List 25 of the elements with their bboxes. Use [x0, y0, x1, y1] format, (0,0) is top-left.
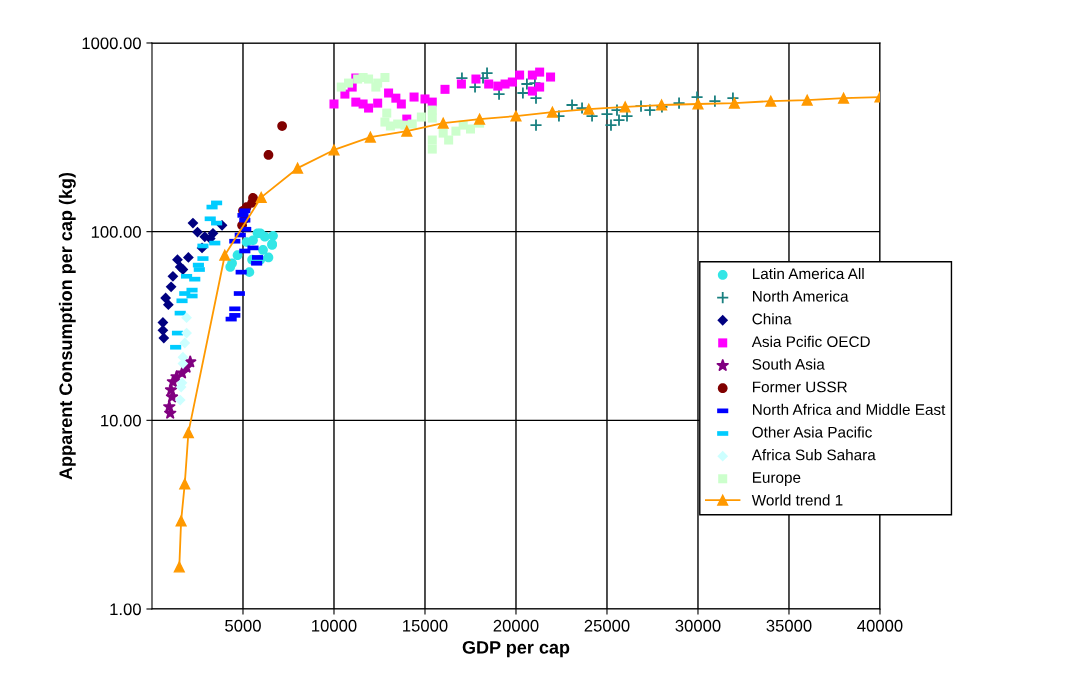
y-tick-label: 100.00 — [91, 226, 141, 238]
x-tick-label: 40000 — [857, 619, 903, 632]
legend-label: North Africa and Middle East — [752, 403, 946, 415]
legend-label: Europe — [752, 472, 801, 486]
x-tick-label: 30000 — [675, 619, 721, 632]
x-tick-label: 15000 — [403, 619, 448, 632]
legend-label: World trend 1 — [751, 494, 843, 506]
x-tick-label: 25000 — [584, 619, 630, 632]
x-tick-label: 10000 — [312, 619, 357, 632]
x-tick-label: 35000 — [766, 619, 812, 632]
legend-label: Other Asia Pacific — [752, 426, 872, 438]
legend-label: Former USSR — [752, 381, 847, 393]
legend-label: Asia Pcific OECD — [751, 335, 870, 348]
x-tick-label: 5000 — [225, 619, 261, 632]
legend-label: South Asia — [752, 358, 825, 370]
legend-label: Africa Sub Sahara — [751, 449, 876, 461]
legend-label: China — [752, 313, 792, 325]
y-axis-title: Apparent Consumption per cap (kg) — [58, 172, 76, 480]
legend-label: North America — [752, 290, 849, 302]
x-tick-label: 20000 — [493, 619, 539, 632]
x-axis-title: GDP per cap — [462, 640, 570, 658]
y-tick-label: 1000.00 — [82, 37, 141, 50]
legend-label: Latin America All — [752, 267, 864, 280]
y-tick-label: 1.00 — [110, 603, 141, 616]
y-tick-label: 10.00 — [101, 414, 141, 427]
